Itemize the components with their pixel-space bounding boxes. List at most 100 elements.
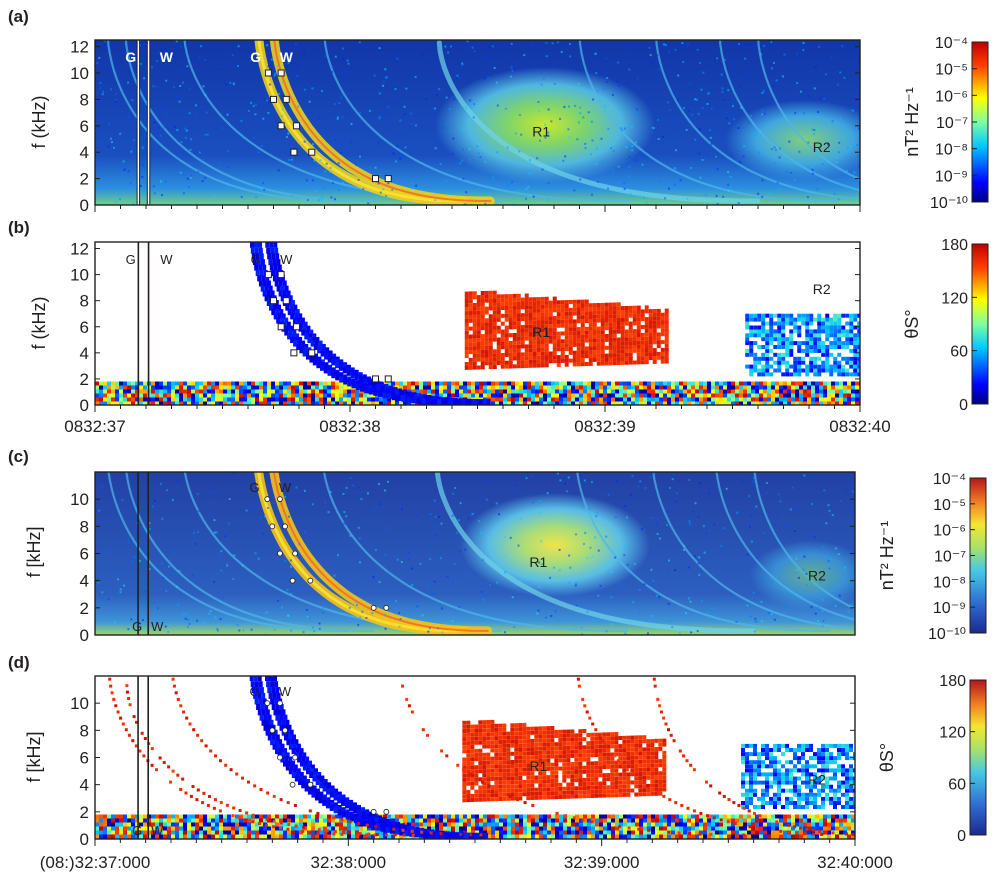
wna-cell — [552, 339, 557, 344]
noise-pixel — [297, 105, 300, 108]
wna-cell — [560, 339, 565, 344]
noise-pixel — [697, 516, 700, 519]
wna-cell — [755, 381, 759, 386]
wna-cell — [560, 347, 565, 352]
wna-cell — [568, 319, 573, 324]
wna-cell — [215, 822, 219, 827]
wna-cell — [298, 337, 303, 343]
wna-cell — [472, 295, 477, 300]
noise-pixel — [700, 88, 703, 91]
noise-pixel — [483, 56, 485, 59]
noise-pixel — [775, 79, 778, 82]
wna-cell — [315, 337, 320, 343]
wna-cell — [171, 385, 175, 390]
noise-pixel — [517, 544, 520, 547]
wna-cell — [492, 357, 497, 362]
wna-cell — [327, 830, 331, 835]
wna-cell — [580, 362, 585, 367]
noise-pixel — [831, 120, 834, 123]
wna-cell — [151, 393, 155, 398]
wna-cell — [464, 307, 469, 312]
wna-cell — [568, 307, 573, 312]
wna-cell — [576, 307, 581, 312]
wna-cell — [447, 399, 452, 405]
noise-pixel — [727, 189, 730, 192]
wna-cell — [211, 818, 215, 823]
wna-cell — [262, 264, 267, 271]
noise-pixel — [697, 556, 700, 559]
wna-cell — [584, 346, 589, 351]
noise-pixel — [199, 150, 202, 153]
wna-cell — [375, 401, 379, 405]
wna-cell — [753, 352, 758, 357]
wna-cell — [789, 341, 794, 346]
noise-pixel — [617, 84, 620, 87]
wna-cell — [809, 341, 814, 346]
wna-cell — [596, 306, 601, 311]
noise-pixel — [315, 175, 318, 178]
noise-pixel — [355, 163, 358, 166]
wna-cell — [447, 818, 451, 823]
wna-cell — [551, 381, 555, 386]
wna-cell — [555, 834, 559, 839]
wna-cell — [532, 308, 537, 313]
noise-pixel — [773, 618, 776, 621]
wna-cell — [519, 393, 523, 398]
wna-cell — [504, 317, 509, 322]
noise-pixel — [601, 160, 604, 163]
noise-pixel — [174, 126, 176, 128]
noise-pixel — [545, 42, 548, 44]
wna-cell — [835, 397, 839, 402]
wna-cell — [652, 348, 657, 353]
noise-pixel — [180, 141, 183, 144]
wna-cell — [251, 401, 255, 405]
wna-cell — [785, 352, 790, 357]
noise-pixel — [394, 88, 397, 90]
wna-cell — [849, 364, 854, 369]
wna-cell — [572, 311, 577, 316]
wna-cell — [515, 385, 519, 390]
noise-pixel — [652, 472, 654, 475]
y-tick-label: 0 — [80, 626, 89, 645]
wna-cell — [548, 335, 553, 340]
wna-cell — [476, 306, 481, 311]
noise-pixel — [159, 52, 162, 55]
wna-cell — [271, 401, 275, 405]
wna-cell — [523, 818, 527, 823]
noise-pixel — [357, 519, 360, 521]
wna-cell — [468, 334, 473, 339]
wna-cell — [407, 814, 411, 819]
wna-cell — [254, 264, 259, 271]
wna-cell — [463, 814, 467, 819]
wna-cell — [380, 385, 385, 392]
wna-cell — [155, 826, 159, 831]
wna-cell — [247, 826, 251, 831]
wna-cell — [616, 318, 621, 322]
wna-cell — [795, 385, 799, 390]
noise-pixel — [164, 180, 167, 183]
wna-cell — [644, 356, 649, 361]
wna-cell — [564, 335, 569, 340]
wna-cell — [335, 385, 339, 390]
wna-cell — [829, 325, 834, 330]
wna-cell — [556, 355, 561, 360]
wna-cell — [491, 830, 495, 835]
wna-cell — [576, 362, 581, 367]
wna-cell — [588, 350, 593, 355]
wna-cell — [588, 358, 593, 362]
wna-cell — [195, 401, 199, 405]
noise-pixel — [387, 182, 390, 185]
wna-cell — [291, 834, 295, 839]
wna-cell — [536, 301, 541, 305]
wna-cell — [267, 401, 271, 405]
noise-pixel — [594, 536, 597, 539]
wna-cell — [568, 323, 573, 328]
wna-cell — [399, 385, 403, 390]
wna-cell — [99, 818, 103, 823]
wna-cell — [516, 297, 521, 302]
wna-cell — [652, 316, 657, 321]
wna-cell — [427, 389, 431, 394]
wna-cell — [387, 814, 391, 819]
noise-pixel — [802, 42, 805, 44]
wna-cell — [508, 356, 513, 361]
